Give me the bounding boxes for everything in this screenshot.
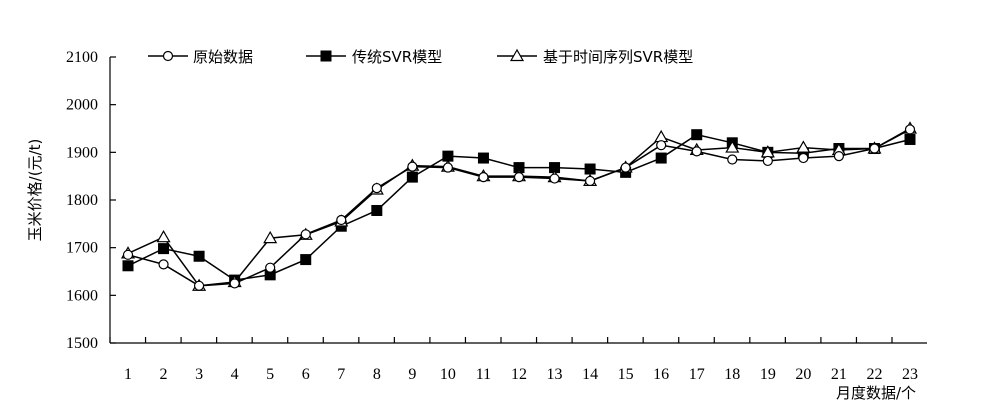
x-tick-label: 2 xyxy=(160,366,168,383)
legend-marker-triangle xyxy=(509,48,525,62)
legend-label: 传统SVR模型 xyxy=(352,48,442,66)
x-tick-label: 18 xyxy=(724,366,740,383)
data-point-square xyxy=(477,152,489,164)
legend-marker-square xyxy=(320,50,332,62)
data-point-circle xyxy=(229,278,240,289)
data-point-square xyxy=(264,269,276,281)
data-point-circle xyxy=(158,259,169,270)
data-point-square xyxy=(158,243,170,255)
y-tick-label: 1500 xyxy=(66,335,98,352)
data-point-circle xyxy=(869,143,880,154)
x-tick-label: 14 xyxy=(582,366,598,383)
data-point-triangle xyxy=(796,140,811,153)
x-tick-label: 15 xyxy=(618,366,634,383)
legend-label: 原始数据 xyxy=(193,48,253,66)
data-point-circle xyxy=(371,182,382,194)
y-tick-label: 2000 xyxy=(66,97,98,114)
legend-item: 传统SVR模型 xyxy=(306,48,442,66)
data-point-square xyxy=(513,162,525,174)
data-point-circle xyxy=(727,154,738,165)
data-point-triangle xyxy=(725,140,740,153)
data-point-square xyxy=(371,204,383,216)
axes xyxy=(109,57,927,344)
x-tick-label: 3 xyxy=(195,366,203,383)
series-triangle xyxy=(120,121,918,291)
data-point-circle xyxy=(904,124,916,135)
x-tick-label: 20 xyxy=(795,366,811,383)
data-point-circle xyxy=(833,151,845,162)
y-tick-label: 1700 xyxy=(66,240,98,257)
x-tick-label: 9 xyxy=(408,366,416,383)
x-ticks: 1 2 3 4 5 6 7 8 9 10 11 12 13 14 15 16 17 18 19 20 21 22 23 xyxy=(109,337,918,383)
x-tick-label: 17 xyxy=(689,366,705,383)
x-tick-label: 21 xyxy=(831,366,847,383)
data-point-circle xyxy=(442,162,454,173)
data-point-square xyxy=(655,152,667,164)
x-tick-label: 10 xyxy=(440,366,456,383)
data-point-circle xyxy=(656,140,667,151)
x-tick-label: 12 xyxy=(511,366,527,383)
y-ticks: 1500 1600 1700 1800 1900 2000 2100 xyxy=(66,49,116,352)
series-circle xyxy=(122,124,916,291)
x-tick-label: 23 xyxy=(902,366,918,383)
data-point-circle xyxy=(478,172,489,183)
legend-label: 基于时间序列SVR模型 xyxy=(543,48,693,66)
x-tick-label: 22 xyxy=(866,366,882,383)
data-point-triangle xyxy=(263,230,278,244)
data-point-square xyxy=(442,150,454,162)
series-line-square xyxy=(127,133,911,281)
series-line-triangle xyxy=(127,127,911,287)
y-tick-label: 2100 xyxy=(66,49,98,66)
data-point-circle xyxy=(265,262,276,273)
x-tick-label: 16 xyxy=(653,366,669,383)
data-point-square xyxy=(904,133,916,145)
x-tick-label: 7 xyxy=(337,366,345,383)
series-layer xyxy=(120,121,918,291)
data-point-circle xyxy=(513,172,525,183)
legend-item: 原始数据 xyxy=(148,48,253,66)
data-point-square xyxy=(691,129,703,141)
x-tick-label: 13 xyxy=(547,366,563,383)
x-tick-label: 1 xyxy=(124,366,132,383)
y-tick-label: 1800 xyxy=(66,192,98,209)
legend-marker-circle xyxy=(162,50,174,62)
y-tick-label: 1900 xyxy=(66,144,98,161)
data-point-circle xyxy=(122,249,134,260)
y-tick-label: 1600 xyxy=(66,287,98,304)
x-tick-label: 4 xyxy=(231,366,239,383)
x-tick-label: 19 xyxy=(760,366,776,383)
data-point-triangle xyxy=(156,229,171,243)
data-point-square xyxy=(584,163,596,175)
x-tick-label: 8 xyxy=(373,366,381,383)
data-point-circle xyxy=(691,146,702,157)
data-point-circle xyxy=(584,175,596,187)
legend: 原始数据 传统SVR模型 基于时间序列SVR模型 xyxy=(148,48,693,66)
data-point-circle xyxy=(193,280,205,291)
data-point-square xyxy=(122,260,134,272)
x-axis-title: 月度数据/个 xyxy=(836,384,916,402)
x-tick-label: 6 xyxy=(302,366,310,383)
legend-item: 基于时间序列SVR模型 xyxy=(497,48,693,66)
data-point-circle xyxy=(336,214,347,226)
data-point-circle xyxy=(549,173,560,184)
data-point-circle xyxy=(407,161,418,172)
data-point-square xyxy=(406,171,418,183)
data-point-circle xyxy=(762,155,773,167)
data-point-square xyxy=(300,254,312,266)
data-point-circle xyxy=(300,229,311,240)
x-tick-label: 11 xyxy=(476,366,491,383)
data-point-circle xyxy=(798,152,809,164)
data-point-circle xyxy=(620,162,631,173)
data-point-square xyxy=(549,162,561,174)
x-tick-label: 5 xyxy=(266,366,274,383)
data-point-square xyxy=(193,250,205,262)
data-point-triangle xyxy=(654,129,669,143)
y-axis-title: 玉米价格/(元/t) xyxy=(26,139,44,242)
